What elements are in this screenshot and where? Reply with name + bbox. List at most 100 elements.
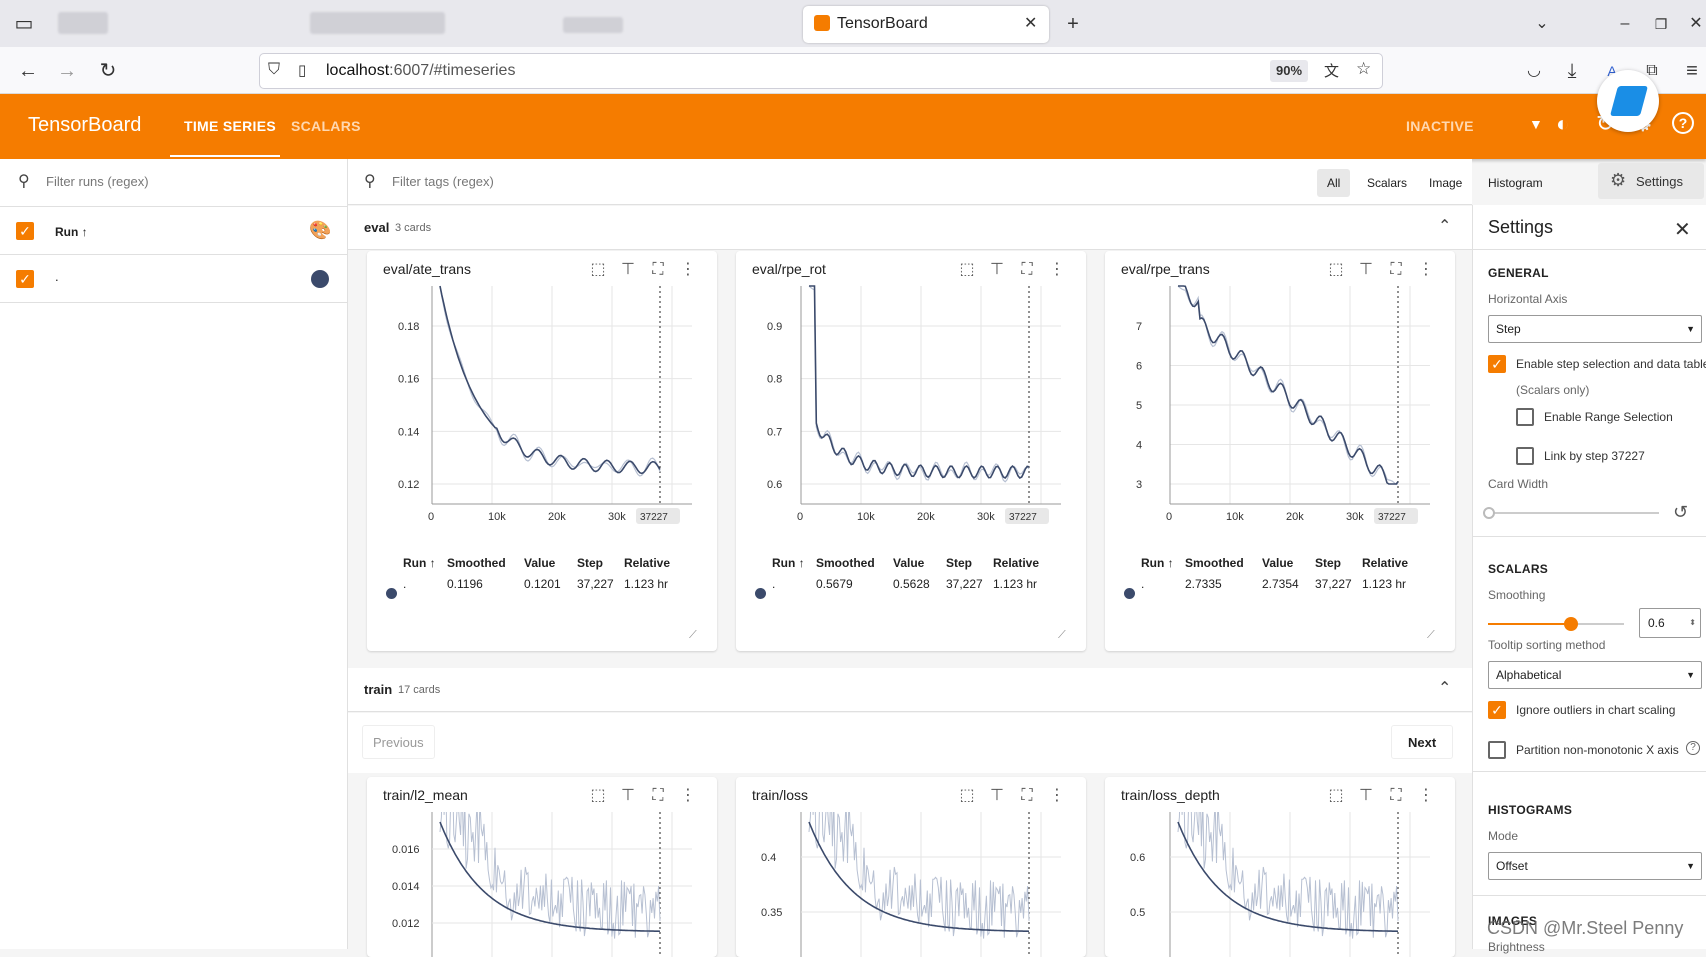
minimize-icon[interactable]: – xyxy=(1620,15,1630,32)
tab-scalars[interactable]: SCALARS xyxy=(291,118,361,134)
scalar-chart[interactable]: 0.016 0.014 0.012 xyxy=(367,812,717,957)
reset-icon[interactable]: ↺ xyxy=(1673,502,1689,522)
fullscreen-icon[interactable]: ⛶ xyxy=(1390,261,1402,278)
new-tab-icon[interactable]: + xyxy=(1067,13,1079,35)
smoothing-input[interactable]: 0.6 ⬍ xyxy=(1639,608,1701,638)
settings-button[interactable]: ⚙ Settings xyxy=(1598,163,1704,199)
pin-icon[interactable]: ⊤ xyxy=(1359,787,1373,804)
run-checkbox[interactable]: ✓ xyxy=(16,270,34,288)
resize-handle-icon[interactable]: ⟋ xyxy=(1058,629,1066,641)
fullscreen-icon[interactable]: ⛶ xyxy=(652,787,664,804)
menu-icon[interactable]: ≡ xyxy=(1686,60,1698,82)
floating-assistant-icon[interactable] xyxy=(1597,70,1659,132)
resize-handle-icon[interactable]: ⟋ xyxy=(689,629,697,641)
download-icon[interactable]: ⤓ xyxy=(1567,60,1577,82)
shield-icon[interactable]: ⛉ xyxy=(268,61,281,78)
theme-toggle-icon[interactable]: ◐ xyxy=(1556,111,1570,136)
bookmark-star-icon[interactable]: ☆ xyxy=(1356,59,1372,78)
collapse-icon[interactable]: ⌃ xyxy=(1438,680,1452,697)
more-icon[interactable]: ⋮ xyxy=(1049,787,1065,804)
more-icon[interactable]: ⋮ xyxy=(680,787,696,804)
card-width-slider-track[interactable] xyxy=(1491,512,1659,514)
link-by-step-checkbox[interactable] xyxy=(1516,447,1534,465)
translate-ext-icon[interactable]: A xyxy=(1607,63,1617,79)
filter-image[interactable]: Image xyxy=(1429,176,1463,190)
more-icon[interactable]: ⋮ xyxy=(1418,261,1434,278)
fullscreen-icon[interactable]: ⛶ xyxy=(1021,787,1033,804)
fit-domain-icon[interactable]: ⬚ xyxy=(1328,787,1344,804)
scalar-chart[interactable]: 0.18 0.16 0.14 0.12 0 10k 20k 30k 37227 xyxy=(367,281,717,551)
pin-icon[interactable]: ⊤ xyxy=(990,787,1004,804)
close-window-icon[interactable]: ✕ xyxy=(1689,15,1703,32)
close-settings-icon[interactable]: ✕ xyxy=(1674,219,1691,241)
pocket-icon[interactable]: ◡ xyxy=(1527,62,1541,79)
step-marker-chip[interactable] xyxy=(1374,508,1418,524)
address-bar[interactable]: ⛉ ▯ localhost:6007/#timeseries 90% 文 ☆ xyxy=(259,53,1383,89)
forward-icon[interactable]: → xyxy=(57,60,77,82)
partition-checkbox[interactable] xyxy=(1488,741,1506,759)
blurred-tab[interactable] xyxy=(58,12,108,34)
table-header[interactable]: Run ↑ xyxy=(403,556,436,570)
pin-icon[interactable]: ⊤ xyxy=(1359,261,1373,278)
mode-select[interactable]: Offset ▼ xyxy=(1488,852,1702,880)
previous-button[interactable]: Previous xyxy=(362,725,435,759)
fit-domain-icon[interactable]: ⬚ xyxy=(1328,261,1344,278)
fit-domain-icon[interactable]: ⬚ xyxy=(590,787,606,804)
run-column-header[interactable]: Run ↑ xyxy=(55,225,88,239)
stepper-icon[interactable]: ⬍ xyxy=(1689,618,1696,627)
fit-domain-icon[interactable]: ⬚ xyxy=(590,261,606,278)
select-all-runs-checkbox[interactable]: ✓ xyxy=(16,222,34,240)
enable-step-selection-checkbox[interactable]: ✓ xyxy=(1488,355,1506,373)
collapse-icon[interactable]: ⌃ xyxy=(1438,218,1452,235)
next-button[interactable]: Next xyxy=(1391,725,1454,759)
filter-all[interactable]: All xyxy=(1317,169,1351,197)
status-dropdown-icon[interactable]: ▼ xyxy=(1529,116,1543,132)
pin-icon[interactable]: ⊤ xyxy=(990,261,1004,278)
enable-range-selection-checkbox[interactable] xyxy=(1516,408,1534,426)
list-tabs-icon[interactable]: ⌄ xyxy=(1535,15,1549,32)
fullscreen-icon[interactable]: ⛶ xyxy=(652,261,664,278)
pin-icon[interactable]: ⊤ xyxy=(621,261,635,278)
horizontal-axis-select[interactable]: Step ▼ xyxy=(1488,315,1702,343)
palette-icon[interactable]: 🎨 xyxy=(309,220,332,240)
pin-icon[interactable]: ⊤ xyxy=(621,787,635,804)
translate-icon[interactable]: 文 xyxy=(1324,63,1340,80)
scalar-chart[interactable]: 0.6 0.5 xyxy=(1105,812,1455,957)
fullscreen-icon[interactable]: ⛶ xyxy=(1390,787,1402,804)
group-header-eval[interactable]: eval 3 cards ⌃ xyxy=(348,206,1472,250)
help-icon[interactable]: ? xyxy=(1686,741,1700,755)
tab-time-series[interactable]: TIME SERIES xyxy=(184,118,276,134)
scalar-chart[interactable]: 0.9 0.8 0.7 0.6 0 10k 20k 30k 37227 xyxy=(736,281,1086,551)
zoom-level[interactable]: 90% xyxy=(1270,60,1309,82)
group-header-train[interactable]: train 17 cards ⌃ xyxy=(348,668,1472,712)
page-icon[interactable]: ▯ xyxy=(298,62,307,79)
filter-histogram[interactable]: Histogram xyxy=(1488,176,1543,190)
runs-filter-input[interactable]: Filter runs (regex) xyxy=(46,174,149,189)
ignore-outliers-checkbox[interactable]: ✓ xyxy=(1488,701,1506,719)
more-icon[interactable]: ⋮ xyxy=(1049,261,1065,278)
tab-tensorboard[interactable]: TensorBoard ✕ xyxy=(803,6,1049,43)
scalar-chart[interactable]: 0.4 0.35 xyxy=(736,812,1086,957)
fit-domain-icon[interactable]: ⬚ xyxy=(959,261,975,278)
extensions-icon[interactable]: ⧉ xyxy=(1646,62,1658,79)
scalar-chart[interactable]: 7 6 5 4 3 0 10k 20k 30k 37227 xyxy=(1105,281,1455,551)
resize-handle-icon[interactable]: ⟋ xyxy=(1427,629,1435,641)
close-tab-icon[interactable]: ✕ xyxy=(1024,15,1038,32)
tooltip-sort-select[interactable]: Alphabetical ▼ xyxy=(1488,661,1702,689)
more-icon[interactable]: ⋮ xyxy=(680,261,696,278)
help-icon[interactable]: ? xyxy=(1672,112,1694,134)
table-header[interactable]: Run ↑ xyxy=(772,556,805,570)
filter-scalars[interactable]: Scalars xyxy=(1367,176,1408,190)
fullscreen-icon[interactable]: ⛶ xyxy=(1021,261,1033,278)
reload-icon[interactable]: ↻ xyxy=(99,60,117,82)
run-color-swatch[interactable] xyxy=(311,270,329,288)
card-width-slider-thumb[interactable] xyxy=(1483,507,1495,519)
smoothing-slider-thumb[interactable] xyxy=(1564,617,1578,631)
blurred-tab[interactable] xyxy=(310,12,445,34)
more-icon[interactable]: ⋮ xyxy=(1418,787,1434,804)
fit-domain-icon[interactable]: ⬚ xyxy=(959,787,975,804)
blurred-tab[interactable] xyxy=(563,17,623,33)
step-marker-chip[interactable] xyxy=(636,508,680,524)
tags-filter-input[interactable]: Filter tags (regex) xyxy=(392,174,494,189)
back-icon[interactable]: ← xyxy=(18,60,38,82)
